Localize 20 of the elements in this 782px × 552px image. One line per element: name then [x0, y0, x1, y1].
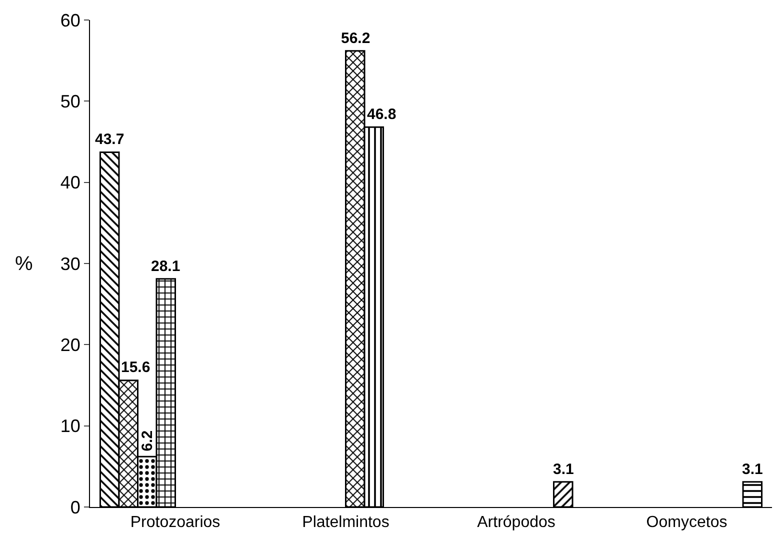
y-axis-title: %	[15, 253, 33, 275]
y-tick-label: 30	[60, 254, 80, 274]
y-tick-label: 0	[70, 497, 80, 518]
x-tick-label: Protozoarios	[130, 514, 220, 532]
data-label: 15.6	[121, 359, 150, 376]
x-tick-label: Artrópodos	[477, 514, 556, 532]
y-tick-label: 40	[60, 172, 80, 193]
x-tick-label: Platelmintos	[302, 514, 390, 532]
y-tick-label: 10	[60, 416, 80, 436]
data-label: 3.1	[553, 461, 574, 478]
y-tick-label: 60	[60, 10, 80, 30]
x-tick-label: Oomycetos	[646, 514, 728, 532]
data-label: 56.2	[341, 30, 370, 47]
y-tick-label: 20	[60, 334, 80, 355]
data-label: 3.1	[742, 461, 763, 478]
data-label: 46.8	[367, 106, 396, 123]
y-tick-label: 50	[60, 91, 80, 112]
data-label: 43.7	[95, 131, 124, 148]
data-label: 28.1	[151, 258, 180, 275]
data-label: 6.2	[138, 430, 156, 452]
